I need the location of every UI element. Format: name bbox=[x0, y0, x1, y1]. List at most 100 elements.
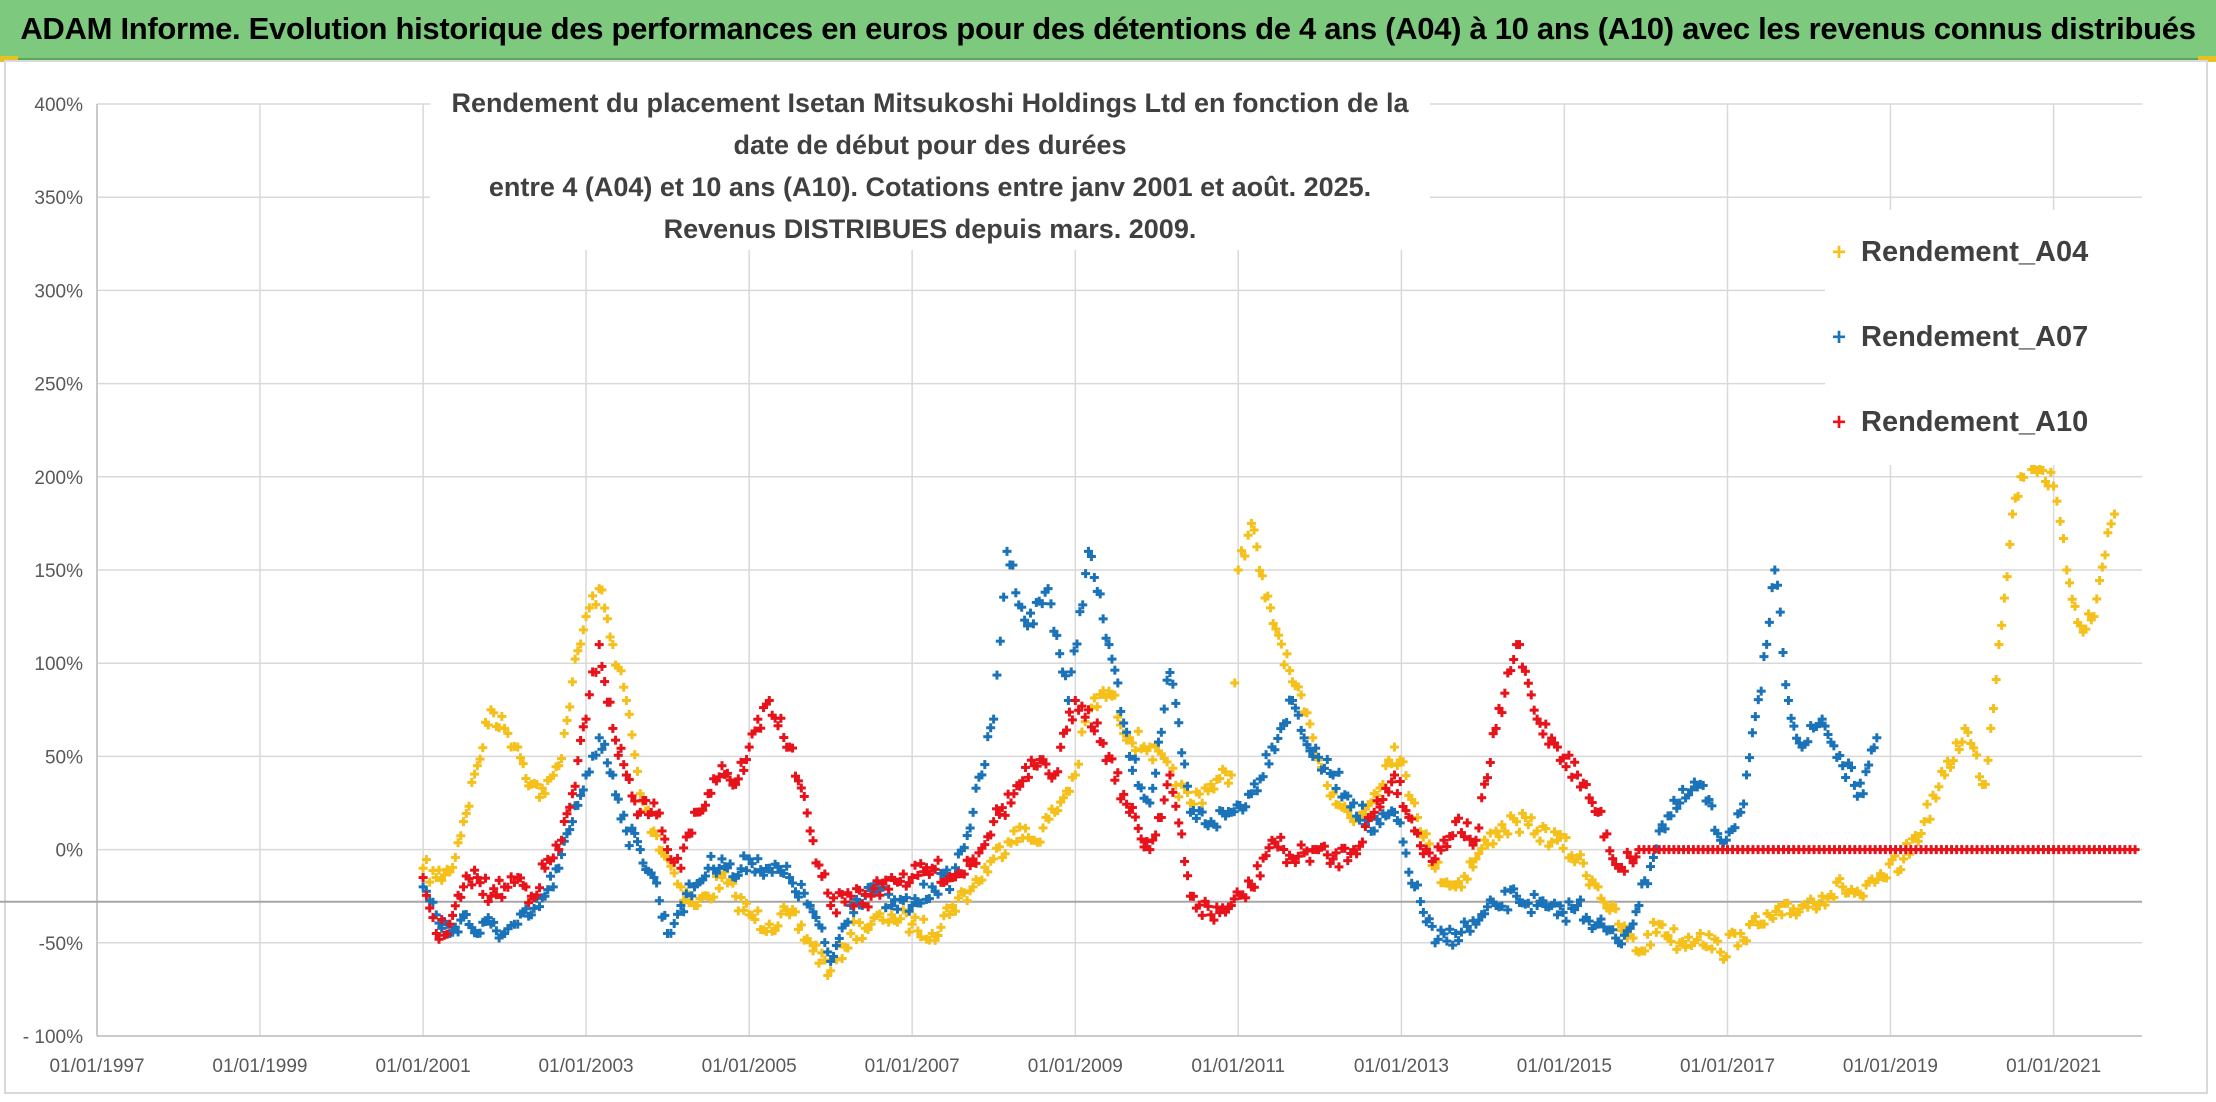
point-rendement-a07 bbox=[919, 879, 929, 889]
point-rendement-a07 bbox=[1573, 901, 1583, 911]
point-rendement-a10 bbox=[1168, 787, 1178, 797]
point-rendement-a10 bbox=[1485, 757, 1495, 767]
point-rendement-a04 bbox=[635, 789, 645, 799]
point-rendement-a07 bbox=[1086, 552, 1096, 562]
point-rendement-a04 bbox=[472, 761, 482, 771]
point-rendement-a04 bbox=[1526, 813, 1536, 823]
point-rendement-a07 bbox=[1343, 791, 1353, 801]
point-rendement-a04 bbox=[676, 882, 686, 892]
point-rendement-a07 bbox=[437, 923, 447, 933]
point-rendement-a04 bbox=[503, 728, 513, 738]
point-rendement-a04 bbox=[983, 867, 993, 877]
point-rendement-a10 bbox=[965, 861, 975, 871]
point-rendement-a07 bbox=[1480, 909, 1490, 919]
point-rendement-a10 bbox=[884, 884, 894, 894]
point-rendement-a07 bbox=[1276, 724, 1286, 734]
point-rendement-a07 bbox=[1675, 798, 1685, 808]
point-rendement-a04 bbox=[1575, 850, 1585, 860]
point-rendement-a07 bbox=[799, 888, 809, 898]
point-rendement-a10 bbox=[1083, 705, 1093, 715]
point-rendement-a04 bbox=[1997, 620, 2007, 630]
point-rendement-a10 bbox=[1587, 798, 1597, 808]
point-rendement-a10 bbox=[717, 761, 727, 771]
point-rendement-a07 bbox=[1672, 803, 1682, 813]
point-rendement-a04 bbox=[1113, 712, 1123, 722]
point-rendement-a04 bbox=[1398, 757, 1408, 767]
point-rendement-a04 bbox=[1925, 814, 1935, 824]
point-rendement-a04 bbox=[811, 940, 821, 950]
point-rendement-a04 bbox=[1092, 702, 1102, 712]
point-rendement-a07 bbox=[1820, 721, 1830, 731]
point-rendement-a04 bbox=[1736, 928, 1746, 938]
point-rendement-a10 bbox=[1127, 802, 1137, 812]
point-rendement-a10 bbox=[722, 768, 732, 778]
point-rendement-a04 bbox=[1257, 571, 1267, 581]
x-tick-label: 01/01/2017 bbox=[1680, 1056, 1775, 1077]
point-rendement-a07 bbox=[565, 825, 575, 835]
point-rendement-a10 bbox=[814, 860, 824, 870]
point-rendement-a04 bbox=[927, 928, 937, 938]
point-rendement-a07 bbox=[1334, 767, 1344, 777]
point-rendement-a04 bbox=[1663, 931, 1673, 941]
point-rendement-a04 bbox=[1581, 871, 1591, 881]
point-rendement-a04 bbox=[2046, 467, 2056, 477]
point-rendement-a07 bbox=[1212, 822, 1222, 832]
point-rendement-a10 bbox=[1119, 789, 1129, 799]
point-rendement-a07 bbox=[741, 866, 751, 876]
point-rendement-a04 bbox=[1771, 906, 1781, 916]
point-rendement-a04 bbox=[1127, 738, 1137, 748]
point-rendement-a10 bbox=[1491, 723, 1501, 733]
point-rendement-a04 bbox=[2103, 528, 2113, 538]
point-rendement-a04 bbox=[736, 892, 746, 902]
point-rendement-a10 bbox=[1474, 823, 1484, 833]
point-rendement-a10 bbox=[425, 903, 435, 913]
point-rendement-a04 bbox=[2095, 576, 2105, 586]
point-rendement-a07 bbox=[594, 733, 604, 743]
point-rendement-a10 bbox=[1471, 835, 1481, 845]
point-rendement-a10 bbox=[673, 853, 683, 863]
point-rendement-a04 bbox=[537, 783, 547, 793]
point-rendement-a04 bbox=[1474, 848, 1484, 858]
point-rendement-a10 bbox=[1136, 834, 1146, 844]
point-rendement-a04 bbox=[557, 754, 567, 764]
point-rendement-a07 bbox=[1349, 798, 1359, 808]
point-rendement-a07 bbox=[1789, 721, 1799, 731]
point-rendement-a10 bbox=[736, 757, 746, 767]
point-rendement-a04 bbox=[1156, 749, 1166, 759]
point-rendement-a04 bbox=[1666, 937, 1676, 947]
point-rendement-a07 bbox=[654, 896, 664, 906]
point-rendement-a07 bbox=[546, 871, 556, 881]
point-rendement-a07 bbox=[453, 927, 463, 937]
point-rendement-a10 bbox=[1064, 707, 1074, 717]
point-rendement-a10 bbox=[1276, 832, 1286, 842]
point-rendement-a04 bbox=[913, 926, 923, 936]
point-rendement-a07 bbox=[968, 807, 978, 817]
point-rendement-a04 bbox=[1945, 762, 1955, 772]
point-rendement-a07 bbox=[759, 870, 769, 880]
point-rendement-a04 bbox=[497, 711, 507, 721]
point-rendement-a04 bbox=[1485, 828, 1495, 838]
point-rendement-a10 bbox=[1226, 901, 1236, 911]
point-rendement-a04 bbox=[1296, 690, 1306, 700]
x-tick-label: 01/01/2021 bbox=[2006, 1056, 2101, 1077]
legend-label-a07: Rendement_A07 bbox=[1861, 321, 2089, 353]
point-rendement-a07 bbox=[1069, 646, 1079, 656]
legend-label-a10: Rendement_A10 bbox=[1861, 406, 2089, 438]
point-rendement-a04 bbox=[866, 919, 876, 929]
point-rendement-a04 bbox=[535, 792, 545, 802]
point-rendement-a04 bbox=[450, 852, 460, 862]
point-rendement-a04 bbox=[448, 862, 458, 872]
point-rendement-a04 bbox=[1285, 666, 1295, 676]
point-rendement-a10 bbox=[837, 889, 847, 899]
series-rendement-a10 bbox=[418, 640, 2140, 944]
x-tick-label: 01/01/2007 bbox=[865, 1056, 960, 1077]
point-rendement-a07 bbox=[1369, 826, 1379, 836]
point-rendement-a04 bbox=[930, 935, 940, 945]
point-rendement-a04 bbox=[1733, 941, 1743, 951]
point-rendement-a07 bbox=[779, 868, 789, 878]
point-rendement-a07 bbox=[1593, 919, 1603, 929]
report-banner: ADAM Informe. Evolution historique des p… bbox=[0, 0, 2216, 60]
point-rendement-a10 bbox=[1113, 768, 1123, 778]
series-rendement-a04 bbox=[418, 448, 2120, 980]
point-rendement-a07 bbox=[600, 739, 610, 749]
